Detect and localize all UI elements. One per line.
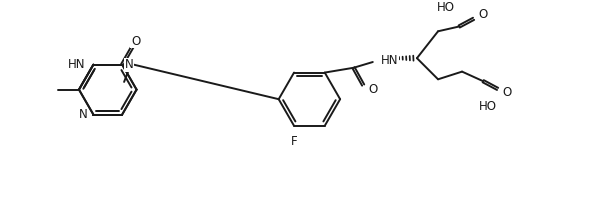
Text: HN: HN <box>381 54 398 67</box>
Text: F: F <box>291 135 297 148</box>
Text: O: O <box>503 86 512 99</box>
Text: O: O <box>478 9 488 22</box>
Text: N: N <box>124 58 133 71</box>
Text: O: O <box>368 83 377 96</box>
Text: O: O <box>131 35 140 48</box>
Text: HO: HO <box>479 100 497 113</box>
Text: HO: HO <box>437 1 455 14</box>
Text: HN: HN <box>68 58 86 71</box>
Text: N: N <box>79 108 87 121</box>
